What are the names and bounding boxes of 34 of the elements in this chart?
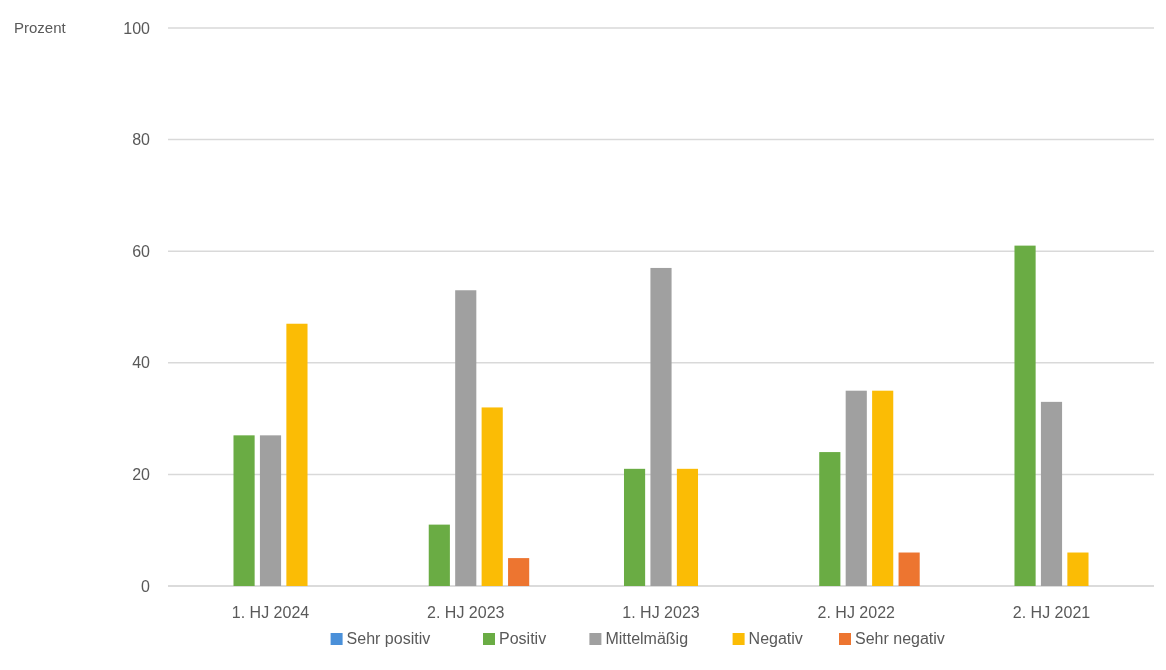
bar (455, 290, 477, 586)
bar (1014, 245, 1036, 586)
bar (676, 468, 699, 586)
legend-label: Sehr positiv (346, 630, 431, 647)
y-tick-label: 60 (132, 242, 151, 260)
bar (872, 390, 894, 586)
y-tick-label: 100 (123, 19, 151, 37)
bar (233, 435, 255, 586)
bar (650, 267, 672, 586)
bar (819, 452, 841, 586)
bar (623, 468, 646, 586)
bar (259, 435, 282, 586)
x-tick-label: 2. HJ 2021 (1012, 604, 1091, 621)
bar (508, 558, 530, 586)
legend-label: Sehr negativ (855, 630, 945, 647)
legend-label: Negativ (748, 630, 803, 647)
y-tick-label: 20 (132, 466, 151, 483)
y-axis-title: Prozent (14, 19, 67, 37)
legend-label: Mittelmäßig (605, 630, 689, 647)
bar (428, 524, 450, 586)
bar (286, 323, 308, 586)
x-tick-label: 1. HJ 2023 (622, 604, 700, 621)
x-tick-label: 1. HJ 2024 (231, 604, 310, 621)
y-tick-label: 0 (141, 577, 151, 595)
x-tick-label: 2. HJ 2022 (817, 604, 896, 621)
bar (1067, 552, 1089, 586)
y-tick-label: 40 (132, 354, 151, 372)
x-tick-label: 2. HJ 2023 (427, 604, 505, 621)
bar (1040, 401, 1063, 586)
legend-label: Positiv (499, 630, 547, 647)
bar (481, 407, 503, 586)
y-tick-label: 80 (132, 131, 151, 149)
bar (898, 552, 920, 586)
bar (845, 390, 867, 586)
